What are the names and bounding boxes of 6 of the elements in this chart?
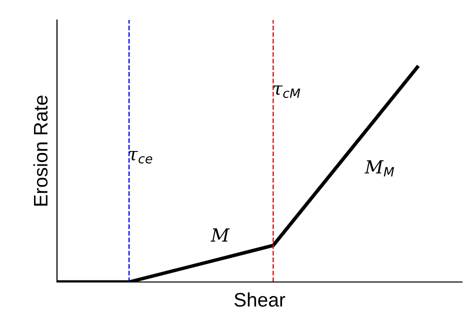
x-axis-title: Shear (234, 292, 286, 307)
y-axis-title: Erosion Rate (33, 96, 48, 206)
annotation: M (210, 228, 230, 242)
annotation: M$_{M}$ (364, 160, 394, 176)
annotation: τ$_{ce}$ (129, 150, 152, 164)
annotation: τ$_{cM}$ (274, 85, 300, 98)
